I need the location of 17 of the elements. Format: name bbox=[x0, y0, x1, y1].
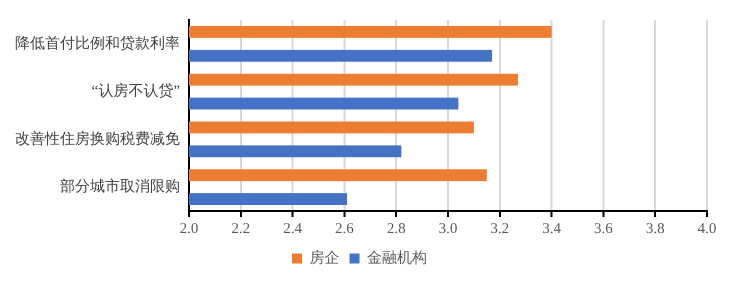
x-tick-label: 3.8 bbox=[646, 220, 665, 237]
y-tick-label: 改善性住房换购税费减免 bbox=[15, 130, 180, 148]
legend-label: 金融机构 bbox=[367, 249, 427, 266]
x-tick-label: 2.6 bbox=[335, 220, 354, 237]
y-tick-label: 部分城市取消限购 bbox=[60, 178, 180, 196]
x-tick-label: 2.2 bbox=[231, 220, 250, 237]
x-tick-label: 4.0 bbox=[698, 220, 716, 237]
x-tick-label: 3.4 bbox=[542, 220, 562, 237]
legend-label: 房企 bbox=[310, 249, 340, 266]
x-tick-label: 3.6 bbox=[594, 220, 614, 237]
x-tick-label: 2.8 bbox=[386, 220, 406, 237]
x-tick-label: 3.2 bbox=[490, 220, 510, 237]
x-tick-label: 2.0 bbox=[180, 220, 198, 237]
x-tick-label: 3.0 bbox=[438, 220, 458, 237]
y-tick-label: 降低首付比例和贷款利率 bbox=[15, 34, 180, 52]
x-tick-label: 2.4 bbox=[283, 220, 302, 237]
y-tick-label: “认房不认贷” bbox=[92, 82, 180, 100]
